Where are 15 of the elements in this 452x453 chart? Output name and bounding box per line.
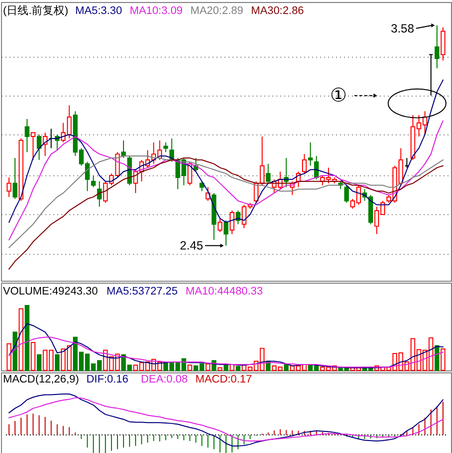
text: MA30:2.86 bbox=[250, 4, 304, 17]
text: MA10:44480.33 bbox=[186, 286, 263, 298]
text: MA10:3.09 bbox=[130, 4, 183, 17]
annotation: ① bbox=[330, 84, 347, 107]
annotation: 3.58 bbox=[390, 21, 414, 36]
text: MA5:3.30 bbox=[75, 4, 122, 17]
text: MA20:2.89 bbox=[190, 4, 244, 17]
series-label: DIF:0.16 bbox=[86, 373, 128, 386]
chart-title: VOLUME:49243.30 bbox=[2, 286, 98, 298]
chart-title: MACD(12,26,9) bbox=[2, 373, 79, 386]
text: MA5:53727.25 bbox=[106, 286, 178, 298]
text: MACD:0.17 bbox=[195, 373, 252, 386]
text: DEA:0.08 bbox=[140, 373, 188, 386]
annotation: 2.45 bbox=[180, 238, 204, 253]
chart-title: (日线.前复权) bbox=[2, 4, 68, 17]
